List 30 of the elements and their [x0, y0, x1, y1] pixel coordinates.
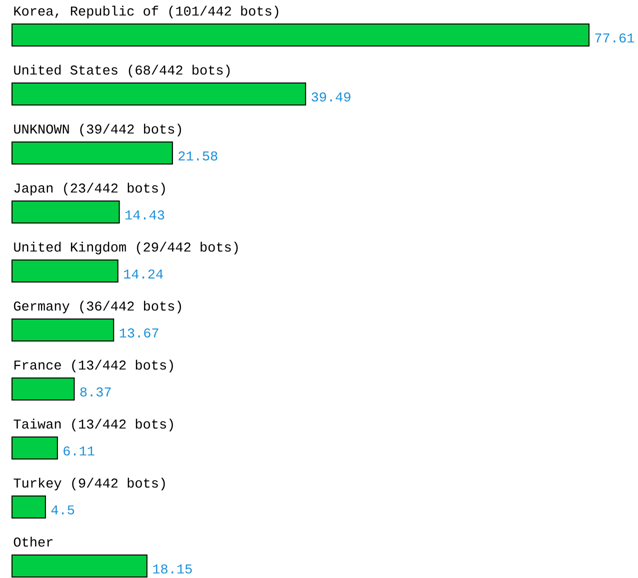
- bar: [12, 24, 590, 47]
- y-tick-label: Korea, Republic of (101/442 bots): [14, 6, 278, 18]
- bar: [12, 554, 148, 578]
- bar: [12, 496, 46, 519]
- bar: [12, 260, 118, 283]
- data-label: 18.15: [153, 564, 192, 574]
- bar: [12, 82, 306, 106]
- y-tick-label: Germany (36/442 bots): [14, 300, 182, 314]
- data-label: 6.11: [64, 446, 94, 456]
- bar: [12, 436, 58, 460]
- bar: [12, 200, 120, 224]
- y-tick-label: Taiwan (13/442 bots): [14, 418, 173, 432]
- y-tick-label: Turkey (9/442 bots): [14, 478, 165, 490]
- data-label: 39.49: [312, 92, 350, 102]
- data-label: 14.24: [124, 269, 163, 278]
- y-tick-label: Other: [14, 536, 52, 547]
- data-label: 8.37: [80, 387, 111, 397]
- data-label: 4.5: [51, 505, 74, 514]
- y-tick-label: United States (68/442 bots): [14, 64, 230, 78]
- data-label: 13.67: [120, 328, 158, 338]
- y-tick-label: UNKNOWN (39/442 bots): [14, 124, 182, 136]
- bar: [12, 378, 75, 401]
- data-label: 77.61: [595, 33, 634, 43]
- data-label: 14.43: [125, 210, 164, 220]
- bar: [12, 142, 173, 165]
- y-tick-label: France (13/442 bots): [14, 360, 173, 372]
- bar: [12, 318, 114, 342]
- data-label: 21.58: [178, 151, 218, 161]
- y-tick-label: Japan (23/442 bots): [14, 182, 165, 196]
- y-tick-label: United Kingdom (29/442 bots): [14, 242, 238, 254]
